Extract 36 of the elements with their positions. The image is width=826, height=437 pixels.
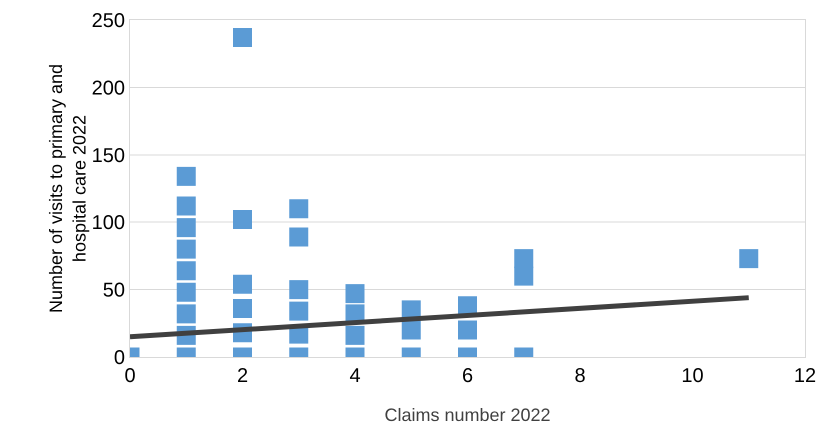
point <box>346 284 364 304</box>
point <box>176 196 196 216</box>
point <box>176 282 196 302</box>
y-tick-label: 100 <box>92 212 125 234</box>
point <box>176 166 196 186</box>
x-tick-label: 4 <box>349 365 361 387</box>
x-axis-title: Claims number 2022 <box>384 405 551 425</box>
point <box>289 280 308 300</box>
point <box>233 274 252 294</box>
y-tick-label: 250 <box>92 10 125 32</box>
point <box>346 326 364 345</box>
point <box>514 249 534 268</box>
y-tick-label: 0 <box>114 347 125 369</box>
point <box>233 210 252 229</box>
point <box>458 320 477 340</box>
point <box>233 298 252 318</box>
x-tick-label: 2 <box>236 365 248 387</box>
x-tick-label: 10 <box>681 365 704 387</box>
point <box>233 28 252 48</box>
point <box>739 249 758 268</box>
point <box>289 199 308 218</box>
point <box>514 266 534 286</box>
point <box>176 218 196 238</box>
point <box>289 228 308 247</box>
y-axis-title: Number of visits to primary and hospital care 2022 <box>46 64 90 314</box>
point <box>289 302 308 321</box>
y-tick-label: 200 <box>92 77 125 100</box>
y-tick-label: 50 <box>102 280 125 302</box>
point <box>402 320 421 340</box>
point <box>176 240 196 259</box>
y-tick-label: 150 <box>92 144 125 167</box>
point <box>176 261 196 280</box>
x-tick-label: 6 <box>462 365 474 387</box>
point <box>176 304 196 324</box>
x-tick-label: 12 <box>794 365 816 387</box>
x-tick-label: 8 <box>574 365 586 387</box>
